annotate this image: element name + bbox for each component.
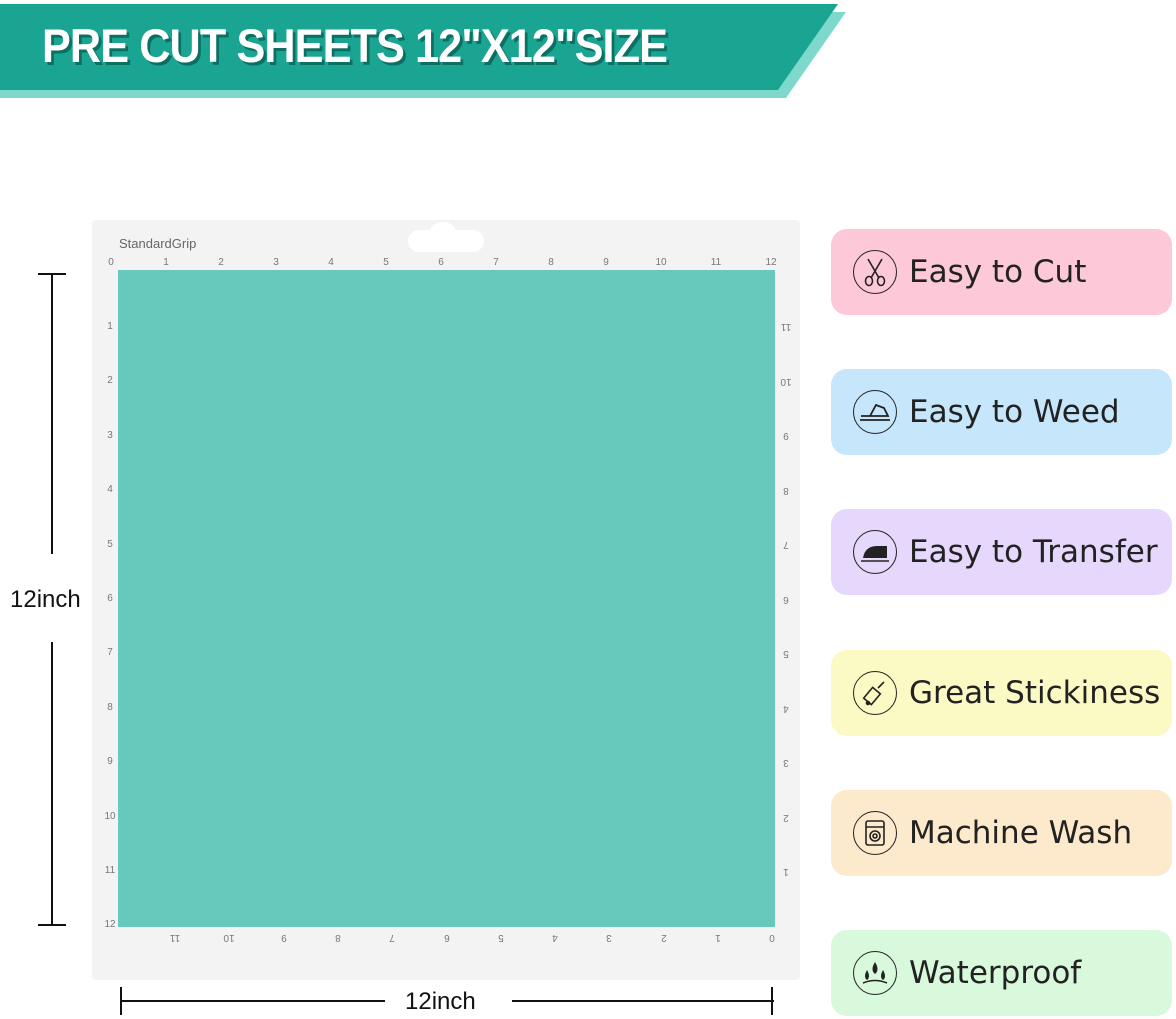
vinyl-sheet — [118, 270, 775, 927]
ruler-bottom-number: 4 — [552, 932, 558, 943]
ruler-bottom-number: 1 — [715, 932, 721, 943]
feature-label: Waterproof — [909, 955, 1082, 991]
ruler-left-number: 4 — [107, 484, 113, 496]
ruler-bottom-number: 0 — [769, 932, 776, 943]
ruler-bottom-number: 7 — [389, 932, 395, 943]
dimension-tick — [38, 273, 66, 275]
dimension-tick — [38, 924, 66, 926]
ruler-top-number: 7 — [493, 257, 499, 268]
ruler-right-number: 2 — [783, 811, 789, 823]
ruler-top-number: 3 — [273, 257, 279, 268]
ruler-left-number: 3 — [107, 429, 113, 441]
ruler-top-number: 10 — [655, 257, 667, 268]
ruler-top-number: 5 — [383, 257, 389, 268]
ruler-bottom-number: 11 — [169, 932, 181, 943]
scissors-icon — [853, 250, 897, 294]
ruler-bottom-number: 6 — [443, 932, 450, 943]
feature-label: Easy to Transfer — [909, 534, 1158, 570]
ruler-left-number: 5 — [107, 538, 113, 550]
width-dimension-line — [121, 1000, 385, 1002]
title-banner: PRE CUT SHEETS 12"X12"SIZE — [0, 0, 850, 100]
banner-shape — [0, 4, 846, 98]
ruler-bottom-number: 2 — [660, 932, 667, 943]
ruler-left-number: 10 — [104, 810, 116, 822]
feature-label: Easy to Weed — [909, 394, 1120, 430]
height-label: 12inch — [10, 586, 81, 613]
feature-label: Easy to Cut — [909, 254, 1087, 290]
ruler-left-number: 7 — [107, 647, 113, 659]
glue-bottle-icon — [853, 671, 897, 715]
ruler-top-number: 11 — [710, 257, 722, 268]
ruler-bottom-number: 5 — [498, 932, 504, 943]
ruler-left-number: 6 — [107, 593, 113, 604]
ruler-top-number: 4 — [328, 257, 334, 268]
ruler-left-number: 1 — [107, 321, 113, 332]
ruler-top-number: 8 — [548, 257, 554, 268]
feature-badge: Easy to Cut — [831, 229, 1172, 315]
ruler-right-number: 11 — [780, 321, 792, 332]
ruler-right-number: 4 — [783, 702, 789, 714]
ruler-top-number: 2 — [218, 257, 224, 268]
feature-badge: Great Stickiness — [831, 650, 1172, 736]
feature-badge: Machine Wash — [831, 790, 1172, 876]
feature-label: Great Stickiness — [909, 675, 1161, 711]
ruler-right-number: 5 — [783, 648, 789, 659]
ruler-top-number: 1 — [163, 257, 169, 268]
ruler-right-number: 8 — [783, 484, 789, 496]
ruler-right-number: 3 — [783, 757, 789, 768]
weeding-tool-icon — [853, 390, 897, 434]
ruler-top-number: 6 — [438, 257, 444, 268]
feature-badge: Easy to Weed — [831, 369, 1172, 455]
iron-icon — [853, 530, 897, 574]
width-label: 12inch — [405, 988, 476, 1015]
ruler-right-number: 10 — [780, 375, 792, 387]
ruler-top-number: 9 — [603, 257, 609, 268]
banner-title: PRE CUT SHEETS 12"X12"SIZE — [42, 19, 668, 72]
ruler-right-number: 9 — [783, 430, 789, 441]
feature-badge: Easy to Transfer — [831, 509, 1172, 595]
ruler-bottom-number: 3 — [606, 932, 613, 943]
dimension-tick — [771, 987, 773, 1015]
ruler-left-number: 8 — [107, 701, 113, 713]
ruler-bottom-number: 10 — [223, 932, 235, 943]
ruler-right-number: 1 — [783, 866, 789, 877]
hanging-hole — [408, 222, 484, 252]
feature-badge: Waterproof — [831, 930, 1172, 1016]
ruler-top-number: 12 — [765, 257, 777, 268]
height-dimension-line — [51, 642, 53, 926]
width-dimension-line — [512, 1000, 774, 1002]
dimension-tick — [120, 987, 122, 1015]
ruler-left-number: 12 — [104, 919, 116, 931]
water-drops-icon — [853, 951, 897, 995]
ruler-bottom-number: 9 — [280, 932, 287, 943]
ruler-right-number: 6 — [783, 593, 789, 605]
feature-label: Machine Wash — [909, 815, 1133, 851]
ruler-left-number: 2 — [107, 375, 113, 387]
ruler-top-number: 0 — [108, 257, 114, 268]
ruler-right-number: 7 — [783, 539, 789, 550]
ruler-left-number: 11 — [104, 865, 116, 876]
ruler-left-number: 9 — [107, 756, 113, 768]
height-dimension-line — [51, 274, 53, 554]
mat-brand: StandardGrip — [119, 236, 197, 251]
ruler-bottom-number: 8 — [335, 932, 341, 943]
washing-machine-icon — [853, 811, 897, 855]
